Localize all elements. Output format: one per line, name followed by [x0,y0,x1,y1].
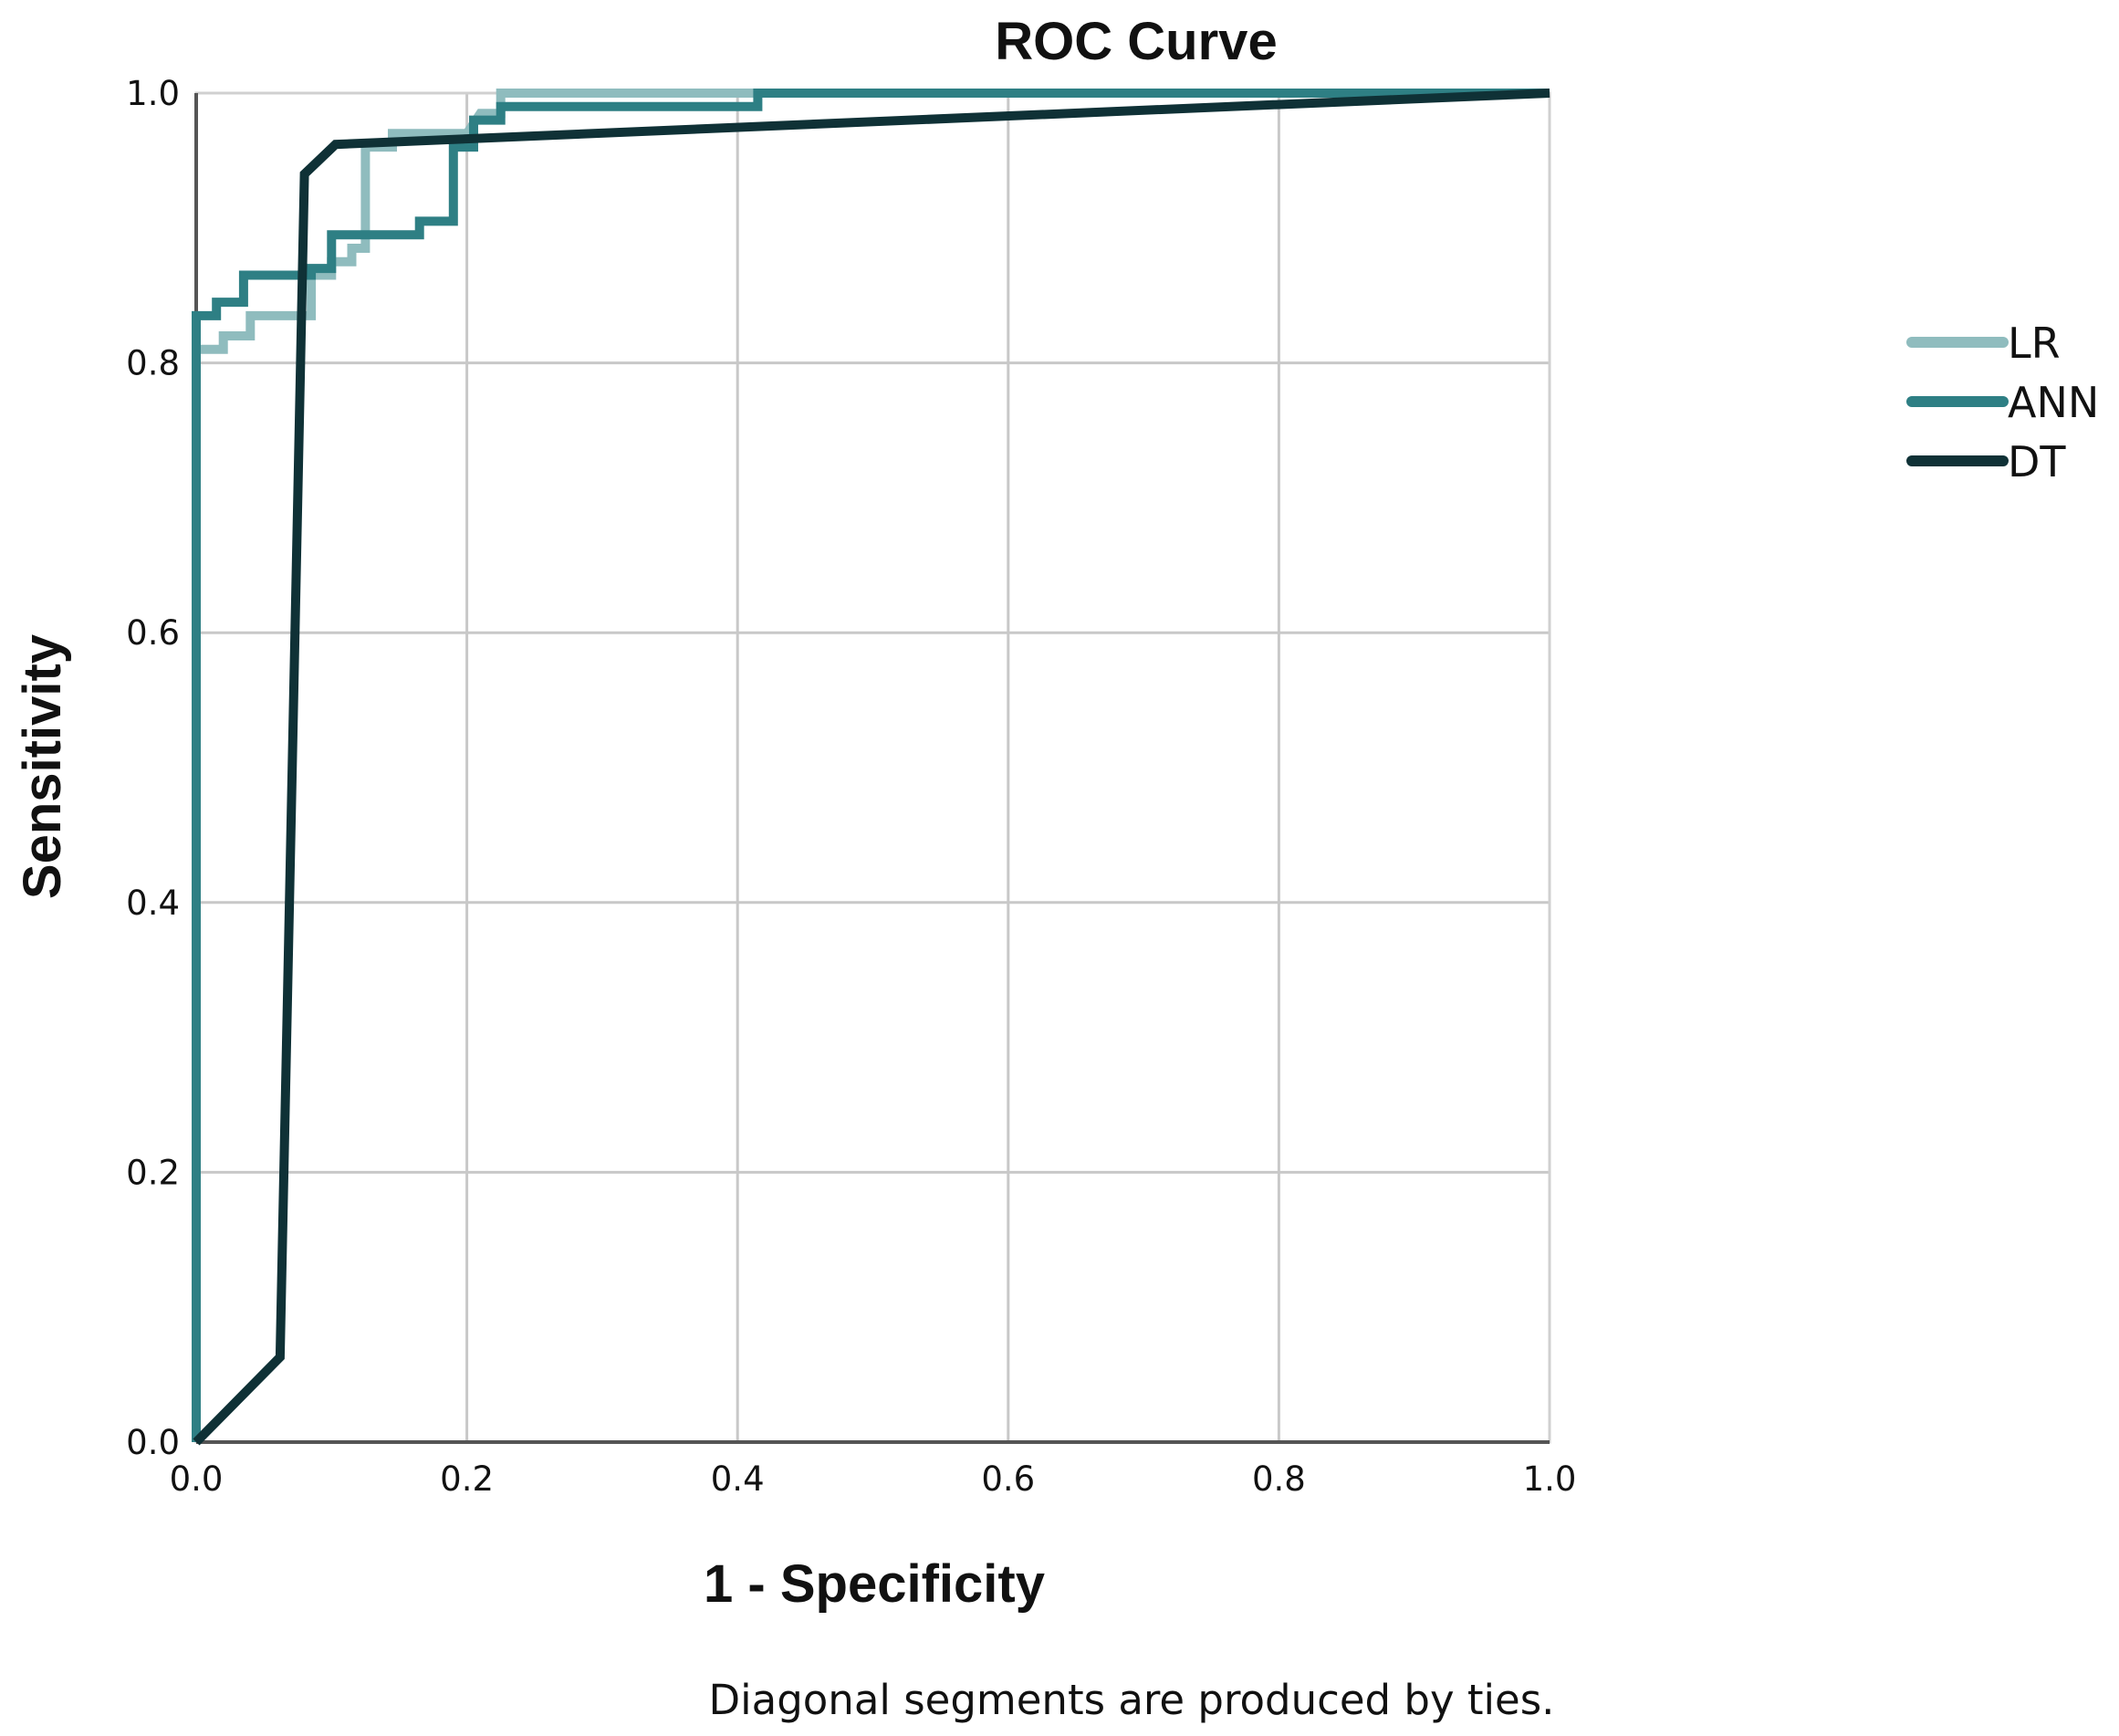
grid [196,91,1551,1442]
chart-title: ROC Curve [995,12,1277,71]
series-line-lr [192,89,1550,1442]
y-tick-label: 0.6 [126,613,180,653]
series-line-ann [192,89,1550,1442]
x-tick-label: 0.6 [981,1459,1035,1499]
y-tick-label: 0.0 [126,1423,180,1462]
y-axis-label: Sensitivity [13,634,72,899]
plot-frame [194,91,1551,1444]
x-tick-label: 0.2 [440,1459,494,1499]
axes [194,93,1550,1444]
series-lines [192,89,1550,1446]
x-tick-label: 0.0 [170,1459,224,1499]
series-line-dt [193,89,1550,1446]
y-tick-label: 0.4 [126,884,180,923]
y-tick-label: 0.2 [126,1153,180,1192]
y-tick-label: 1.0 [126,74,180,113]
legend: LR ANN DT [1906,319,2099,486]
legend-label-dt: DT [2008,437,2066,486]
y-tick-label: 0.8 [126,344,180,383]
x-tick-label: 0.8 [1252,1459,1306,1499]
x-tick-label: 1.0 [1523,1459,1577,1499]
footnote: Diagonal segments are produced by ties. [708,1676,1554,1724]
x-axis-label: 1 - Specificity [704,1554,1045,1614]
tick-labels: 0.0 0.2 0.4 0.6 0.8 1.0 0.0 0.2 0.4 0.6 0.8 1.0 [126,74,1576,1499]
legend-label-ann: ANN [2008,378,2099,427]
x-tick-label: 0.4 [711,1459,765,1499]
legend-label-lr: LR [2008,319,2061,368]
